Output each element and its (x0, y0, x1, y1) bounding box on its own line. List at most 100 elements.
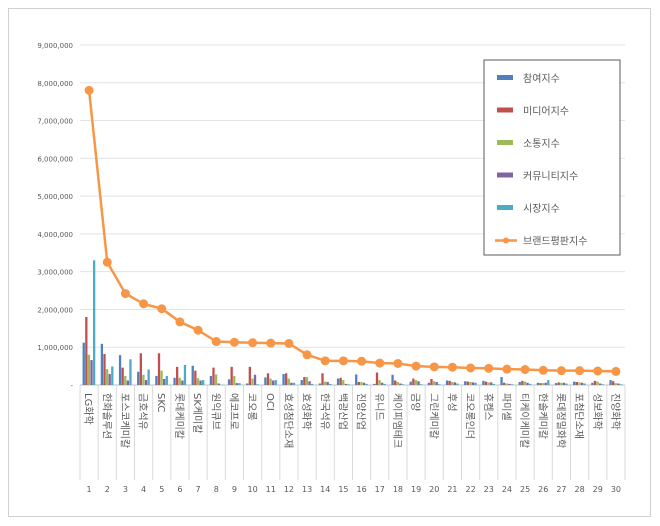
bar-소통지수 (214, 374, 218, 385)
bar-미디어지수 (285, 373, 288, 385)
x-rank-label: 30 (611, 485, 621, 494)
bar-소통지수 (505, 383, 508, 385)
x-rank-label: 7 (196, 485, 201, 494)
x-category-label: 코오롱 (246, 393, 258, 421)
bar-시장지수 (183, 364, 187, 385)
bar-참여지수 (118, 355, 122, 385)
line-point (429, 362, 439, 372)
x-rank-label: 16 (356, 485, 366, 494)
y-tick-label: 3,000,000 (37, 269, 73, 277)
bar-소통지수 (378, 380, 381, 385)
bar-참여지수 (409, 381, 412, 385)
bar-시장지수 (111, 366, 114, 385)
bar-시장지수 (583, 383, 586, 385)
x-category-label: SK케미칼 (191, 393, 204, 434)
x-rank-label: 3 (123, 485, 128, 494)
x-rank-label: 17 (375, 485, 385, 494)
line-point (302, 350, 312, 360)
bar-커뮤니티지수 (290, 382, 293, 385)
x-category-label: 효성화학 (300, 393, 312, 430)
line-point (520, 365, 530, 375)
bar-시장지수 (419, 384, 423, 385)
bar-참여지수 (500, 377, 503, 385)
legend-label: 참여지수 (523, 73, 560, 85)
line-point (357, 356, 367, 366)
bar-시장지수 (438, 384, 441, 385)
bar-소통지수 (323, 381, 327, 385)
bar-커뮤니티지수 (272, 380, 275, 385)
x-category-label: 파미셀 (500, 393, 512, 421)
x-category-label: 포첨단소재 (573, 393, 585, 439)
y-tick-label: 1,000,000 (37, 344, 73, 352)
bar-미디어지수 (230, 366, 233, 385)
x-rank-label: 6 (177, 485, 182, 494)
bar-미디어지수 (484, 381, 488, 385)
x-rank-label: 9 (232, 485, 237, 494)
bar-시장지수 (492, 383, 495, 385)
bar-참여지수 (573, 381, 576, 385)
bar-커뮤니티지수 (490, 382, 493, 385)
line-point (575, 366, 585, 376)
bar-소통지수 (541, 383, 545, 385)
bar-소통지수 (287, 378, 290, 385)
x-category-label: 효성첨단소재 (282, 393, 294, 448)
y-tick-label: 9,000,000 (37, 42, 73, 50)
x-rank-label: 20 (429, 485, 439, 494)
bar-미디어지수 (412, 378, 415, 385)
legend-label: 커뮤니티지수 (523, 171, 578, 183)
bar-미디어지수 (375, 372, 379, 385)
x-rank-label: 5 (159, 485, 164, 494)
x-rank-label: 11 (266, 485, 276, 494)
bar-미디어지수 (194, 370, 197, 385)
bar-참여지수 (391, 374, 394, 385)
legend-swatch (497, 140, 513, 145)
bar-시장지수 (292, 382, 296, 385)
bar-소통지수 (451, 381, 454, 385)
bar-소통지수 (560, 382, 563, 385)
bar-소통지수 (233, 375, 236, 385)
bar-시장지수 (528, 383, 532, 385)
bar-시장지수 (619, 384, 623, 385)
bar-소통지수 (178, 377, 181, 385)
y-tick-label: 4,000,000 (37, 231, 73, 239)
x-category-label: 금호석유 (137, 393, 149, 430)
x-rank-label: 24 (502, 485, 512, 494)
line-point (284, 338, 294, 348)
legend-swatch (497, 75, 513, 80)
x-category-label: 금양 (409, 393, 421, 411)
line-point (411, 361, 421, 371)
legend-box (483, 59, 621, 256)
bar-시장지수 (201, 380, 205, 385)
line-point (175, 317, 185, 327)
bar-소통지수 (105, 369, 109, 385)
line-point (248, 338, 258, 348)
bar-커뮤니티지수 (362, 382, 366, 385)
bar-소통지수 (523, 381, 527, 385)
bar-참여지수 (209, 375, 213, 385)
line-point (593, 366, 603, 376)
bar-커뮤니티지수 (235, 383, 239, 385)
bar-커뮤니티지수 (508, 383, 511, 385)
bar-커뮤니티지수 (471, 382, 475, 385)
bar-미디어지수 (212, 367, 215, 385)
x-category-label: 한솔케미칼 (536, 393, 549, 439)
bar-시장지수 (329, 383, 332, 385)
bar-참여지수 (482, 380, 485, 385)
y-tick-label: 2,000,000 (37, 306, 73, 314)
bar-소통지수 (578, 382, 581, 385)
line-point (211, 337, 221, 347)
x-category-label: LG화학 (82, 393, 94, 425)
bar-참여지수 (82, 342, 85, 385)
bar-참여지수 (518, 381, 521, 385)
bar-시장지수 (92, 260, 96, 385)
bar-미디어지수 (139, 353, 142, 385)
bar-커뮤니티지수 (435, 381, 438, 385)
bar-소통지수 (360, 381, 363, 385)
bar-커뮤니티지수 (163, 378, 166, 385)
bar-미디어지수 (575, 381, 578, 385)
y-tick-label: - (70, 382, 73, 390)
bar-커뮤니티지수 (90, 360, 93, 385)
x-category-label: 유니드 (373, 393, 385, 421)
line-point (102, 257, 112, 267)
